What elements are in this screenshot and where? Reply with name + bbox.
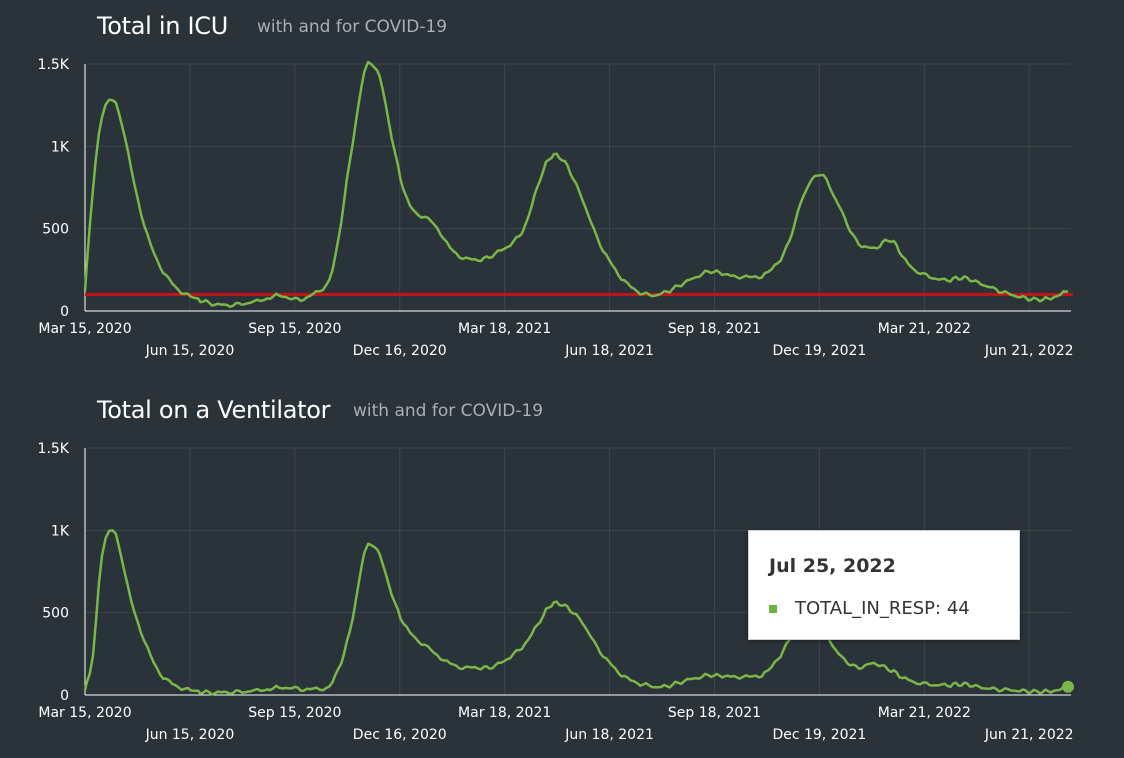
icu-x-tick-label: Sep 18, 2021 — [668, 321, 761, 337]
vent-y-tick-label: 1.5K — [38, 441, 70, 457]
icu-chart-title: Total in ICU — [97, 12, 228, 40]
vent-x-tick-label: Jun 15, 2020 — [145, 727, 235, 743]
ventilator-chart-plot: 0 500 1K 1.5K Mar 15, 2020 Jun 15, 2020 Sep 15… — [38, 441, 1074, 743]
chart-tooltip: Jul 25, 2022 TOTAL_IN_RESP: 44 — [748, 530, 1020, 640]
vent-x-tick-label: Sep 15, 2020 — [248, 705, 341, 721]
icu-chart-panel: 0 500 1K 1.5K Mar 15, 2020 Jun 15, 2020 Sep 15… — [0, 0, 1124, 374]
icu-y-tick-label: 500 — [42, 222, 69, 238]
vent-x-tick-label: Sep 18, 2021 — [668, 705, 761, 721]
vent-x-tick-label: Mar 21, 2022 — [878, 705, 971, 721]
icu-y-tick-label: 0 — [60, 304, 69, 320]
icu-x-tick-label: Jun 21, 2022 — [984, 343, 1074, 359]
vent-x-tick-label: Dec 19, 2021 — [772, 727, 866, 743]
icu-chart-plot: 0 500 1K 1.5K Mar 15, 2020 Jun 15, 2020 Sep 15… — [38, 57, 1074, 359]
icu-x-tick-label: Mar 18, 2021 — [458, 321, 551, 337]
series-swatch-icon — [769, 604, 777, 613]
vent-x-tick-label: Dec 16, 2020 — [353, 727, 447, 743]
icu-x-tick-label: Jun 18, 2021 — [564, 343, 654, 359]
vent-x-tick-label: Mar 18, 2021 — [458, 705, 551, 721]
vent-y-tick-label: 1K — [51, 523, 70, 539]
vent-series-line — [83, 529, 1069, 696]
ventilator-chart-subtitle: with and for COVID-19 — [353, 401, 544, 421]
ventilator-chart-panel: 0 500 1K 1.5K Mar 15, 2020 Jun 15, 2020 Sep 15… — [0, 384, 1124, 748]
tooltip-series-label: TOTAL_IN_RESP: 44 — [795, 598, 970, 619]
tooltip-series-row: TOTAL_IN_RESP: 44 — [769, 598, 970, 619]
icu-series-line — [83, 60, 1069, 308]
vent-y-tick-label: 500 — [42, 606, 69, 622]
icu-x-tick-label: Mar 15, 2020 — [38, 321, 131, 337]
tooltip-date: Jul 25, 2022 — [769, 555, 896, 577]
icu-y-tick-label: 1K — [51, 139, 70, 155]
icu-x-tick-label: Sep 15, 2020 — [248, 321, 341, 337]
vent-x-tick-label: Jun 18, 2021 — [564, 727, 654, 743]
vent-x-tick-label: Jun 21, 2022 — [984, 727, 1074, 743]
icu-x-tick-label: Jun 15, 2020 — [145, 343, 235, 359]
vent-y-tick-label: 0 — [60, 688, 69, 704]
icu-chart-subtitle: with and for COVID-19 — [257, 17, 448, 37]
icu-x-tick-label: Dec 16, 2020 — [353, 343, 447, 359]
ventilator-chart-title: Total on a Ventilator — [97, 396, 331, 424]
icu-x-tick-label: Mar 21, 2022 — [878, 321, 971, 337]
icu-y-tick-label: 1.5K — [38, 57, 70, 73]
icu-x-tick-label: Dec 19, 2021 — [772, 343, 866, 359]
vent-hover-point — [1062, 680, 1074, 693]
vent-x-tick-label: Mar 15, 2020 — [38, 705, 131, 721]
